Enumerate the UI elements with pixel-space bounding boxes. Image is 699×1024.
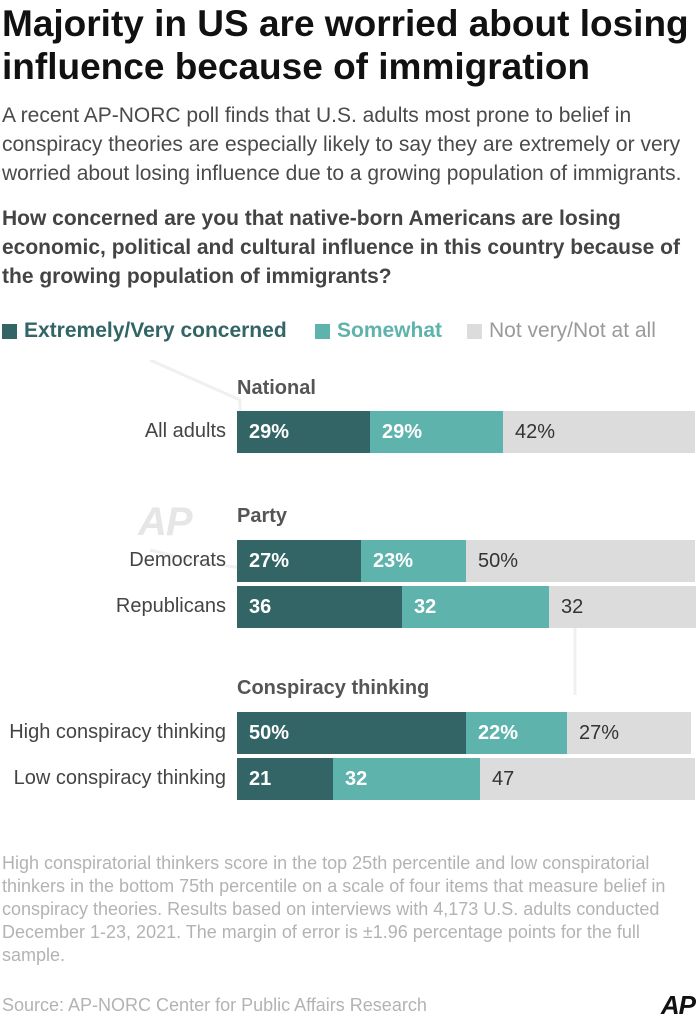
data-label-not-very: 32: [561, 596, 584, 618]
legend-swatch-extremely-very: [2, 324, 17, 339]
section-label-conspiracy-thinking: Conspiracy thinking: [237, 677, 430, 699]
data-label-extremely-very: 27%: [249, 550, 290, 572]
row-label-high-conspiracy-thinking: High conspiracy thinking: [9, 721, 226, 743]
stacked-bar-chart: AP National All adults 29% 29% 42% Party Democ…: [0, 360, 699, 820]
bar-high-conspiracy-thinking: 50% 22% 27%: [237, 712, 695, 754]
source-note: Source: AP-NORC Center for Public Affair…: [2, 995, 427, 1015]
chart-title: Majority in US are worried about losing …: [2, 3, 689, 87]
legend-swatch-somewhat: [315, 324, 330, 339]
data-label-somewhat: 23%: [373, 550, 414, 572]
legend-label-somewhat: Somewhat: [337, 319, 443, 342]
section-label-party: Party: [237, 505, 288, 527]
data-label-somewhat: 29%: [382, 421, 423, 443]
footnote: High conspiratorial thinkers score in th…: [2, 853, 666, 965]
bar-low-conspiracy-thinking: 21 32 47: [237, 758, 695, 800]
bar-segment-extremely-very: [237, 758, 333, 800]
bar-segment-somewhat: [466, 712, 567, 754]
bar-segment-not-very: [466, 540, 695, 582]
chart-subtitle: A recent AP-NORC poll finds that U.S. ad…: [2, 104, 682, 185]
bar-segment-not-very: [549, 586, 696, 628]
data-label-not-very: 47: [492, 768, 515, 790]
watermark-logo: AP: [138, 500, 193, 544]
bar-segment-not-very: [567, 712, 691, 754]
data-label-somewhat: 22%: [478, 722, 519, 744]
row-label-democrats: Democrats: [129, 549, 226, 571]
survey-question: How concerned are you that native-born A…: [2, 207, 680, 288]
bar-segment-extremely-very: [237, 540, 361, 582]
data-label-extremely-very: 50%: [249, 722, 290, 744]
data-label-not-very: 42%: [515, 421, 556, 443]
ap-logo: AP: [660, 990, 696, 1020]
bar-segment-somewhat: [402, 586, 549, 628]
data-label-extremely-very: 21: [249, 768, 272, 790]
row-label-all-adults: All adults: [144, 420, 226, 442]
bar-segment-extremely-very: [237, 411, 370, 453]
data-label-extremely-very: 36: [249, 596, 272, 618]
data-label-extremely-very: 29%: [249, 421, 290, 443]
data-label-somewhat: 32: [345, 768, 368, 790]
bar-segment-extremely-very: [237, 712, 466, 754]
bar-segment-somewhat: [370, 411, 503, 453]
legend: Extremely/Very concerned Somewhat Not ve…: [2, 317, 692, 345]
data-label-not-very: 50%: [478, 550, 519, 572]
row-label-republicans: Republicans: [115, 595, 226, 617]
bar-republicans: 36 32 32: [237, 586, 696, 628]
legend-swatch-not-very: [467, 324, 482, 339]
bar-democrats: 27% 23% 50%: [237, 540, 695, 582]
bar-segment-somewhat: [333, 758, 480, 800]
bar-segment-not-very: [503, 411, 695, 453]
bar-all-adults: 29% 29% 42%: [237, 411, 695, 453]
bar-segment-somewhat: [361, 540, 466, 582]
legend-label-not-very: Not very/Not at all: [489, 319, 656, 342]
section-label-national: National: [237, 377, 316, 399]
bar-segment-extremely-very: [237, 586, 402, 628]
legend-label-extremely-very: Extremely/Very concerned: [24, 319, 287, 342]
row-label-low-conspiracy-thinking: Low conspiracy thinking: [13, 767, 226, 789]
data-label-somewhat: 32: [414, 596, 437, 618]
bar-segment-not-very: [480, 758, 695, 800]
data-label-not-very: 27%: [579, 722, 620, 744]
